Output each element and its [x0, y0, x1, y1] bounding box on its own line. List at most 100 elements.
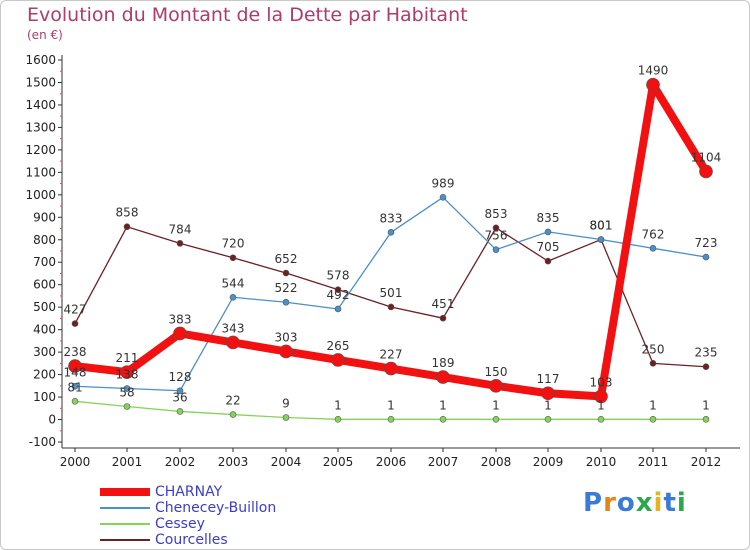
data-label-charnay: 265 [327, 339, 350, 353]
legend-swatch-cessey [100, 523, 150, 525]
data-point-charnay [646, 77, 660, 92]
data-label-cessey: 81 [67, 380, 82, 394]
y-tick-label: 100 [33, 390, 56, 404]
data-point-chenecey-buillon [123, 385, 131, 392]
x-tick-label: 2006 [376, 455, 407, 469]
data-label-charnay: 238 [64, 345, 87, 359]
data-label-chenecey-buillon: 756 [485, 229, 508, 243]
x-tick-label: 2002 [165, 455, 196, 469]
data-label-charnay: 383 [169, 312, 192, 326]
logo-letter: x [635, 488, 654, 518]
x-tick-label: 2007 [428, 455, 459, 469]
data-point-courcelles [544, 257, 552, 265]
y-tick-label: 800 [33, 233, 56, 247]
data-point-cessey [229, 411, 237, 418]
data-point-charnay [384, 361, 398, 376]
data-label-courcelles: 250 [642, 342, 665, 356]
data-point-chenecey-buillon [71, 382, 79, 390]
x-tick-label: 2005 [323, 455, 354, 469]
data-point-cessey [439, 416, 447, 423]
data-label-chenecey-buillon: 148 [64, 365, 87, 379]
x-tick-label: 2010 [586, 455, 617, 469]
x-tick-label: 2008 [481, 455, 512, 469]
data-point-chenecey-buillon [544, 228, 552, 236]
data-point-courcelles [649, 360, 657, 367]
data-point-charnay [436, 370, 450, 384]
data-point-charnay [489, 379, 503, 393]
legend-label-chenecey-buillon: Chenecey-Buillon [155, 500, 277, 516]
data-label-courcelles: 784 [169, 222, 192, 236]
data-label-cessey: 1 [702, 398, 710, 412]
data-point-charnay [331, 353, 345, 367]
x-tick-label: 2011 [638, 455, 669, 469]
data-point-charnay [120, 365, 134, 379]
data-point-charnay [226, 335, 240, 350]
y-tick-label: 1500 [25, 75, 56, 89]
data-label-courcelles: 235 [695, 346, 718, 360]
data-label-charnay: 211 [116, 351, 139, 365]
data-point-charnay [541, 386, 555, 401]
data-label-charnay: 103 [590, 375, 613, 389]
logo-letter: i [676, 488, 687, 518]
data-point-cessey [492, 416, 500, 423]
data-point-cessey [282, 414, 290, 421]
data-point-courcelles [439, 314, 447, 322]
data-point-cessey [702, 416, 710, 423]
legend-label-cessey: Cessey [155, 516, 205, 532]
data-label-chenecey-buillon: 723 [695, 236, 718, 250]
logo-letter: r [603, 488, 617, 518]
data-label-cessey: 1 [334, 398, 342, 412]
y-tick-label: 500 [33, 300, 56, 314]
data-point-cessey [123, 403, 131, 410]
data-point-chenecey-buillon [649, 245, 657, 252]
data-label-courcelles: 652 [275, 252, 298, 266]
data-point-courcelles [229, 254, 237, 262]
data-label-cessey: 22 [225, 394, 240, 408]
data-label-courcelles: 451 [432, 297, 455, 311]
data-point-courcelles [123, 223, 131, 231]
y-tick-label: 300 [33, 345, 56, 359]
x-tick-label: 2009 [533, 455, 564, 469]
data-point-courcelles [71, 320, 79, 327]
chart-title: Evolution du Montant de la Dette par Hab… [27, 4, 468, 26]
y-tick-label: 700 [33, 255, 56, 269]
y-tick-label: 0 [48, 413, 56, 427]
data-label-charnay: 1104 [691, 150, 722, 164]
legend-item-cessey: Cessey [100, 516, 276, 532]
data-label-cessey: 1 [649, 398, 657, 412]
legend-item-chenecey-buillon: Chenecey-Buillon [100, 500, 276, 516]
y-tick-label: 900 [33, 210, 56, 224]
x-tick-label: 2003 [218, 455, 249, 469]
legend-swatch-chenecey-buillon [100, 507, 150, 509]
data-point-courcelles [282, 269, 290, 277]
y-tick-label: 1400 [25, 98, 56, 112]
data-label-cessey: 1 [439, 398, 447, 412]
data-point-chenecey-buillon [492, 246, 500, 253]
y-tick-label: 1600 [25, 53, 56, 67]
y-tick-label: 1000 [25, 188, 56, 202]
logo-letter: i [653, 488, 664, 518]
data-label-charnay: 343 [222, 321, 245, 335]
data-label-courcelles: 501 [380, 286, 403, 300]
y-tick-label: 1200 [25, 143, 56, 157]
data-label-cessey: 1 [387, 398, 395, 412]
data-label-charnay: 150 [485, 365, 508, 379]
data-label-chenecey-buillon: 128 [169, 370, 192, 384]
data-label-courcelles: 427 [64, 303, 87, 317]
legend-item-charnay: CHARNAY [100, 484, 276, 500]
data-point-cessey [649, 416, 657, 423]
data-label-chenecey-buillon: 762 [642, 227, 665, 241]
data-point-cessey [597, 416, 605, 423]
data-label-courcelles: 578 [327, 269, 350, 283]
data-label-chenecey-buillon: 492 [327, 288, 350, 302]
data-point-courcelles [492, 224, 500, 232]
data-point-courcelles [176, 240, 184, 247]
x-tick-label: 2001 [112, 455, 143, 469]
data-point-cessey [71, 398, 79, 405]
chart-unit-subtitle: (en €) [27, 28, 63, 42]
logo-letter: P [583, 488, 604, 518]
data-label-chenecey-buillon: 801 [590, 219, 613, 233]
data-label-chenecey-buillon: 138 [116, 368, 139, 382]
data-point-courcelles [387, 303, 395, 311]
